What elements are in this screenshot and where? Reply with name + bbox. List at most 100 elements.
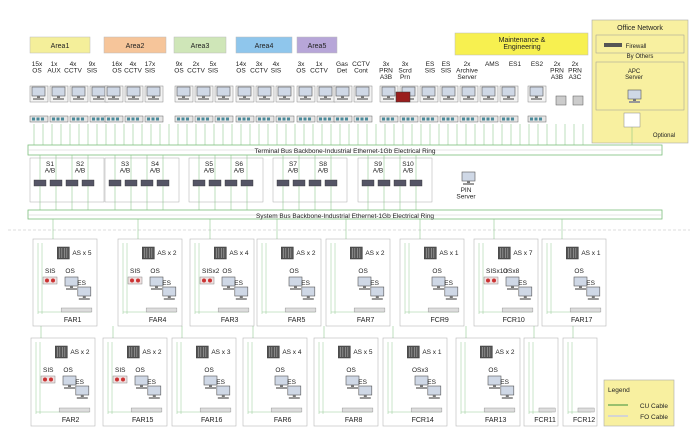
station-label-10: 5x SIS: [208, 61, 219, 75]
os-monitor-icon: [288, 276, 303, 290]
workstation-rack-icon: [499, 115, 519, 123]
switch-icon: [409, 179, 423, 187]
monitor-stand: [467, 96, 470, 98]
monitor-screen: [106, 86, 121, 97]
switch-label-10: S10 A/B: [402, 161, 414, 175]
cabinet-os-label: OS: [289, 268, 299, 275]
legend-title: Legend: [608, 387, 630, 394]
monitor-base: [428, 397, 440, 399]
cabinet-rack: [145, 307, 178, 313]
rack-slot: [534, 117, 538, 121]
cabinet-name: FAR1: [64, 317, 82, 324]
switch-icon: [361, 179, 375, 187]
controller-body: [350, 246, 363, 260]
sis-icon: [127, 276, 143, 285]
monitor-screen: [287, 385, 302, 396]
monitor-base: [78, 298, 90, 300]
controller-body: [214, 246, 227, 260]
monitor-base: [463, 98, 474, 100]
workstation-rack-icon: [214, 115, 234, 123]
monitor-screen: [586, 286, 601, 297]
monitor-screen: [147, 385, 162, 396]
area-label-5: Area5: [308, 43, 327, 50]
station-label-16: Gas Det: [336, 61, 349, 75]
rack-slot: [482, 117, 485, 121]
cabinet-name: FAR16: [201, 417, 223, 424]
monitor-stand: [57, 96, 60, 98]
workstation-monitor-icon: [298, 86, 313, 100]
os-monitor-icon: [357, 276, 372, 290]
cabinet-os-label: OS: [135, 367, 145, 374]
monitor-stand: [152, 395, 156, 397]
monitor-screen: [421, 86, 436, 97]
cabinet-as-label: AS x 2: [157, 250, 177, 257]
switch-icon: [276, 179, 290, 187]
cabinet-os-label: OS: [358, 268, 368, 275]
switch-label-8: S8 A/B: [318, 161, 328, 175]
by-others-label: By Others: [627, 54, 654, 60]
workstation-monitor-icon: [335, 86, 350, 100]
workstation-rack-icon: [124, 115, 144, 123]
monitor-screen: [358, 385, 373, 396]
controller-body: [407, 345, 420, 359]
cabinet-name: FAR5: [288, 317, 306, 324]
os-monitor-icon: [345, 375, 360, 389]
sis-dot: [202, 278, 206, 283]
workstation-rack-icon: [255, 115, 275, 123]
rack-slot: [391, 117, 394, 121]
rack-slot: [402, 117, 405, 121]
rack-slot: [406, 117, 410, 121]
os-monitor-icon: [487, 375, 502, 389]
cabinet-os-label: OS: [574, 268, 584, 275]
workstation-rack-icon: [275, 115, 295, 123]
monitor-stand: [579, 286, 582, 288]
workstation-monitor-icon: [216, 86, 231, 100]
controller-body: [338, 345, 351, 359]
rack-slot: [127, 117, 130, 121]
rack-slot: [92, 117, 95, 121]
monitor-base: [148, 98, 159, 100]
monitor-base: [66, 288, 77, 290]
monitor-base: [151, 288, 162, 290]
es-monitor-icon: [162, 286, 177, 300]
os-monitor-icon: [134, 375, 149, 389]
monitor-base: [33, 98, 44, 100]
pin-server-label: PIN Server: [456, 187, 476, 201]
monitor-stand: [420, 385, 423, 387]
monitor-base: [218, 98, 229, 100]
station-label-15: 1x CCTV: [310, 61, 328, 75]
cabinet-es-label: ES: [586, 280, 595, 287]
monitor-stand: [70, 286, 73, 288]
station-label-25: ES2: [531, 61, 544, 68]
workstation-monitor-icon: [146, 86, 161, 100]
controller-icon: [566, 246, 579, 260]
monitor-stand: [82, 296, 86, 298]
monitor-base: [136, 387, 147, 389]
cabinet-rack: [58, 407, 91, 413]
monitor-base: [290, 288, 301, 290]
monitor-base: [300, 98, 311, 100]
monitor-base: [489, 387, 500, 389]
workstation-monitor-icon: [441, 86, 456, 100]
controller-icon: [498, 246, 511, 260]
rack-slot: [41, 117, 44, 121]
controller-icon: [196, 345, 209, 359]
monitor-stand: [222, 96, 225, 98]
monitor-stand: [112, 96, 115, 98]
monitor-screen: [357, 276, 372, 287]
monitor-screen: [461, 86, 476, 97]
monitor-base: [76, 397, 88, 399]
monitor-base: [148, 397, 160, 399]
system-bus-ring: [27, 209, 663, 220]
monitor-screen: [501, 86, 516, 97]
monitor-stand: [324, 96, 327, 98]
monitor-screen: [487, 375, 502, 386]
workstation-rack-icon: [527, 115, 547, 123]
workstation-monitor-icon: [176, 86, 191, 100]
rack-slot: [147, 117, 150, 121]
legend-fo-label: FO Cable: [640, 414, 668, 421]
cabinet-name: FAR8: [345, 417, 363, 424]
monitor-screen: [345, 375, 360, 386]
workstation-rack-icon: [333, 115, 353, 123]
station-label-14: 3x OS: [296, 61, 306, 75]
